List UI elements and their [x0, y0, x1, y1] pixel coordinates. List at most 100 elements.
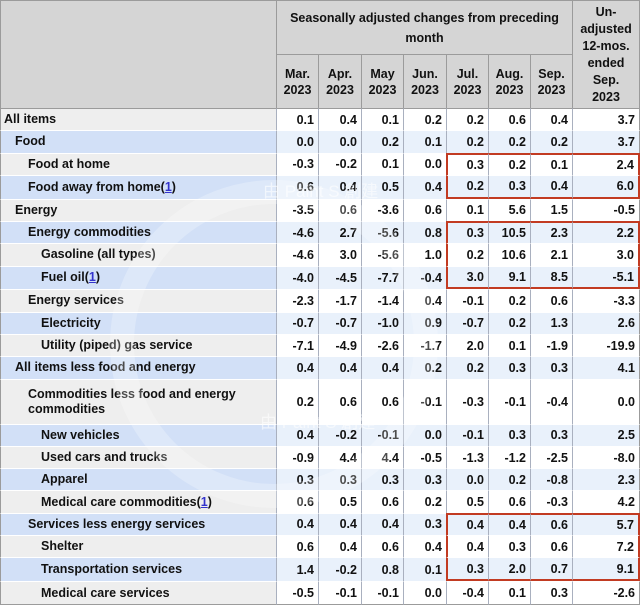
value-cell: -1.9: [530, 333, 573, 357]
month-column-header-sep: Sep. 2023: [530, 54, 573, 108]
value-cell: 0.2: [488, 289, 530, 312]
footnote-link[interactable]: 1: [200, 494, 208, 509]
value-cell: 2.3: [572, 468, 640, 491]
value-cell: 0.2: [446, 174, 488, 199]
value-cell: 9.1: [488, 265, 530, 290]
table-row: Food away from home(1) 0.6 0.4 0.5 0.4 0.2 0.3…: [0, 174, 640, 199]
value-cell: -0.5: [572, 198, 640, 221]
value-cell: -0.1: [361, 581, 403, 605]
value-cell: -0.3: [446, 378, 488, 424]
value-cell: 0.3: [488, 356, 530, 379]
value-cell: 8.5: [530, 265, 573, 290]
value-cell: 3.7: [572, 130, 640, 153]
value-cell: 1.0: [403, 243, 446, 266]
value-cell: 0.4: [530, 108, 573, 131]
month-column-header-jun: Jun. 2023: [403, 54, 446, 108]
row-label: Fuel oil(1): [0, 265, 276, 290]
value-cell: 0.4: [446, 535, 488, 558]
value-cell: 0.2: [488, 130, 530, 153]
value-cell: 0.4: [318, 535, 361, 558]
row-label: Transportation services: [0, 557, 276, 582]
value-cell: 0.3: [361, 468, 403, 491]
value-cell: 0.3: [488, 535, 530, 558]
row-label: New vehicles: [0, 423, 276, 446]
value-cell: 0.2: [361, 130, 403, 153]
row-label: Energy services: [0, 289, 276, 312]
value-cell: 0.0: [403, 581, 446, 605]
value-cell: -2.6: [361, 333, 403, 357]
table-row: Energy -3.5 0.6 -3.6 0.6 0.1 5.6 1.5 -0.5: [0, 198, 640, 221]
row-label: All items: [0, 108, 276, 131]
table-row: Energy services -2.3 -1.7 -1.4 0.4 -0.1 0.2 0.6…: [0, 289, 640, 312]
header-row-months: Mar. 2023 Apr. 2023 May 2023 Jun. 2023 J…: [0, 54, 640, 108]
value-cell: 3.0: [318, 243, 361, 266]
footnote-link[interactable]: 1: [88, 270, 96, 285]
value-cell: 0.4: [276, 423, 318, 446]
value-cell: 1.4: [276, 557, 318, 582]
row-label: Commodities less food and energy commodi…: [0, 378, 276, 424]
value-cell: 10.6: [488, 243, 530, 266]
value-cell: 0.2: [403, 490, 446, 513]
value-cell: 4.4: [318, 445, 361, 469]
value-cell: 0.2: [403, 108, 446, 131]
value-cell: 0.0: [572, 378, 640, 424]
row-label: Used cars and trucks: [0, 445, 276, 469]
value-cell: 0.4: [530, 174, 573, 199]
value-cell: -2.6: [572, 581, 640, 605]
value-cell: 0.4: [403, 174, 446, 199]
value-cell: -0.1: [446, 289, 488, 312]
value-cell: -1.7: [403, 333, 446, 357]
value-cell: -0.1: [361, 423, 403, 446]
value-cell: -0.1: [403, 378, 446, 424]
value-cell: 0.6: [276, 535, 318, 558]
value-cell: 0.6: [530, 512, 573, 536]
value-cell: -0.4: [446, 581, 488, 605]
table-body: All items 0.1 0.4 0.1 0.2 0.2 0.6 0.4 3.7 Food 0.0…: [0, 108, 640, 605]
month-column-header-apr: Apr. 2023: [318, 54, 361, 108]
value-cell: 1.3: [530, 311, 573, 334]
table-header: Seasonally adjusted changes from precedi…: [0, 0, 640, 108]
value-cell: 0.1: [488, 581, 530, 605]
value-cell: 0.3: [276, 468, 318, 491]
value-cell: 0.2: [276, 378, 318, 424]
value-cell: 0.4: [361, 512, 403, 536]
row-label: Medical care commodities(1): [0, 490, 276, 513]
value-cell: 0.4: [318, 174, 361, 199]
table-row: Used cars and trucks -0.9 4.4 4.4 -0.5 -1.3 -1…: [0, 445, 640, 469]
row-label: Food: [0, 130, 276, 153]
value-cell: 0.4: [318, 108, 361, 131]
value-cell: 0.0: [403, 423, 446, 446]
value-cell: -5.6: [361, 243, 403, 266]
table-row: Food 0.0 0.0 0.2 0.1 0.2 0.2 0.2 3.7: [0, 130, 640, 153]
value-cell: -3.6: [361, 198, 403, 221]
value-cell: -1.7: [318, 289, 361, 312]
value-cell: 0.4: [318, 512, 361, 536]
value-cell: 0.4: [318, 356, 361, 379]
value-cell: 0.1: [488, 333, 530, 357]
month-column-header-mar: Mar. 2023: [276, 54, 318, 108]
value-cell: -0.4: [530, 378, 573, 424]
value-cell: -1.3: [446, 445, 488, 469]
row-label: Shelter: [0, 535, 276, 558]
value-cell: 0.1: [361, 152, 403, 175]
value-cell: -4.6: [276, 243, 318, 266]
value-cell: 0.3: [488, 174, 530, 199]
value-cell: 0.6: [488, 490, 530, 513]
month-column-header-aug: Aug. 2023: [488, 54, 530, 108]
value-cell: -0.7: [276, 311, 318, 334]
value-cell: 0.3: [530, 356, 573, 379]
table-row: Electricity -0.7 -0.7 -1.0 0.9 -0.7 0.2 1.3 2.6: [0, 311, 640, 334]
table-row: Medical care commodities(1) 0.6 0.5 0.6 0.2 0…: [0, 490, 640, 513]
value-cell: 0.4: [403, 535, 446, 558]
value-cell: 2.2: [572, 220, 640, 244]
footnote-link[interactable]: 1: [164, 179, 172, 194]
value-cell: 0.0: [318, 130, 361, 153]
row-label: All items less food and energy: [0, 356, 276, 379]
value-cell: 0.6: [276, 174, 318, 199]
value-cell: 0.6: [361, 378, 403, 424]
value-cell: 0.3: [530, 423, 573, 446]
value-cell: 4.1: [572, 356, 640, 379]
value-cell: 1.5: [530, 198, 573, 221]
value-cell: 6.0: [572, 174, 640, 199]
value-cell: 0.4: [361, 356, 403, 379]
